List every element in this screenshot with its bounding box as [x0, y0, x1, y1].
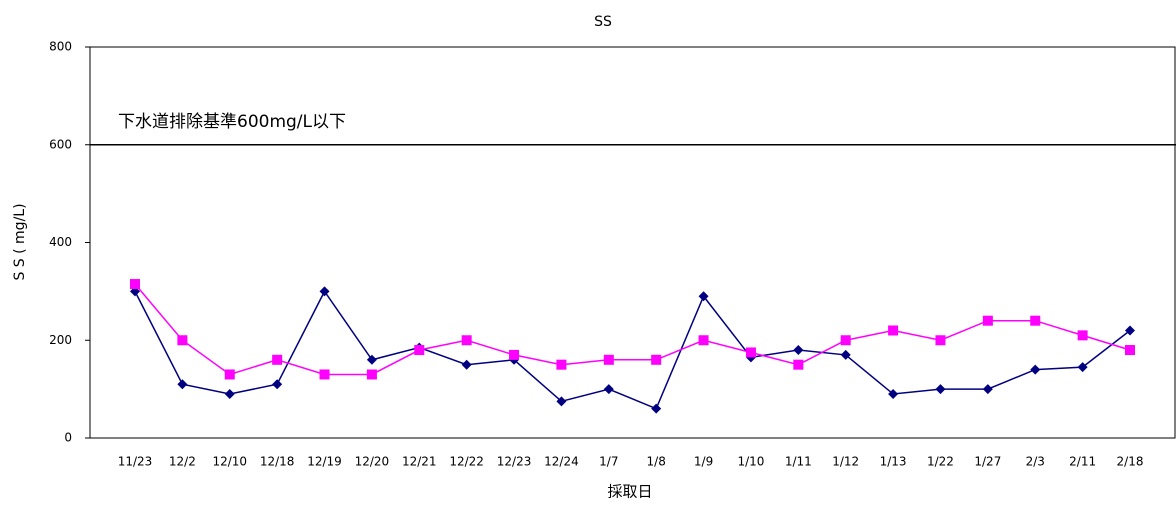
point-marker — [177, 379, 188, 390]
x-tick-label: 12/2 — [169, 455, 196, 469]
y-axis-label: S S ( mg/L) — [12, 203, 28, 280]
point-marker — [1077, 362, 1088, 373]
y-tick-label: 800 — [49, 40, 72, 54]
x-tick-label: 12/21 — [402, 455, 437, 469]
y-tick-label: 600 — [49, 137, 72, 151]
x-tick-label: 1/22 — [927, 455, 954, 469]
x-tick-label: 1/27 — [974, 455, 1001, 469]
point-marker — [1125, 325, 1135, 336]
y-tick-label: 0 — [64, 431, 72, 445]
x-tick-label: 12/10 — [212, 455, 247, 469]
x-tick-label: 12/23 — [497, 455, 532, 469]
x-axis-label: 採取日 — [607, 483, 652, 501]
chart-title: SS — [594, 14, 612, 30]
point-marker — [888, 325, 899, 336]
x-tick-label: 1/7 — [599, 455, 618, 469]
point-marker — [556, 396, 567, 407]
point-marker — [935, 335, 946, 346]
point-marker — [556, 359, 567, 370]
x-tick-label: 1/12 — [832, 455, 859, 469]
point-marker — [366, 354, 377, 365]
point-marker — [651, 403, 662, 414]
point-marker — [509, 349, 520, 360]
point-marker — [461, 359, 472, 370]
x-tick-label: 12/22 — [449, 455, 484, 469]
point-marker — [319, 369, 330, 380]
point-marker — [603, 384, 614, 395]
x-tick-label: 1/10 — [737, 455, 764, 469]
x-tick-label: 12/19 — [307, 455, 342, 469]
point-marker — [1077, 330, 1088, 341]
point-marker — [793, 345, 804, 356]
x-tick-label: 1/8 — [647, 455, 666, 469]
point-marker — [272, 379, 283, 390]
y-tick-label: 400 — [49, 235, 72, 249]
point-marker — [935, 384, 946, 395]
point-marker — [840, 335, 851, 346]
x-tick-label: 12/20 — [355, 455, 390, 469]
series-line — [134, 283, 1131, 376]
point-marker — [224, 369, 235, 380]
point-marker — [414, 345, 425, 356]
point-marker — [319, 286, 330, 297]
x-tick-label: 2/11 — [1069, 455, 1096, 469]
point-marker — [698, 335, 709, 346]
point-marker — [698, 291, 709, 302]
x-tick-label: 2/18 — [1117, 455, 1144, 469]
point-marker — [982, 315, 993, 326]
x-tick-label: 2/3 — [1026, 455, 1045, 469]
point-marker — [272, 354, 283, 365]
point-marker — [793, 359, 804, 370]
point-marker — [1125, 345, 1135, 356]
annotation: 下水道排除基準600mg/L以下 — [118, 112, 346, 132]
point-marker — [177, 335, 188, 346]
x-tick-label: 1/13 — [880, 455, 907, 469]
point-marker — [840, 349, 851, 360]
x-tick-label: 12/24 — [544, 455, 579, 469]
point-marker — [461, 335, 472, 346]
point-marker — [366, 369, 377, 380]
point-marker — [1030, 364, 1041, 375]
point-marker — [130, 279, 140, 290]
x-tick-label: 11/23 — [118, 455, 153, 469]
x-tick-label: 1/9 — [694, 455, 713, 469]
point-marker — [651, 354, 662, 365]
point-marker — [224, 389, 235, 400]
x-tick-label: 1/11 — [785, 455, 812, 469]
point-marker — [603, 354, 614, 365]
y-tick-label: 200 — [49, 333, 72, 347]
x-tick-label: 12/18 — [260, 455, 295, 469]
series-line — [134, 289, 1131, 410]
point-marker — [888, 389, 899, 400]
point-marker — [1030, 315, 1041, 326]
point-marker — [982, 384, 993, 395]
point-marker — [745, 347, 756, 358]
